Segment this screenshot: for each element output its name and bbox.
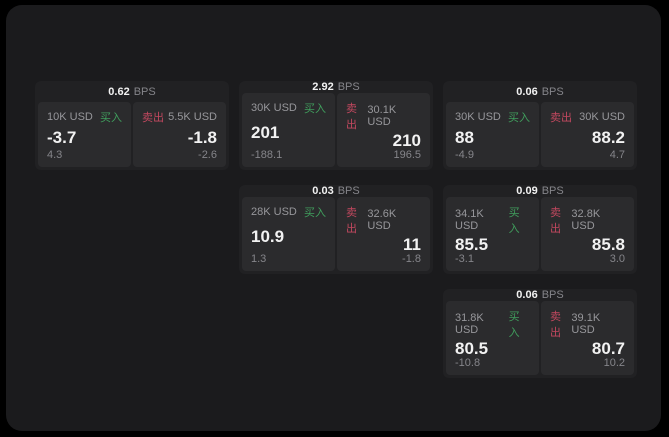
- quote-card: 0.06 BPS 31.8K USD 买入 80.5 -10.8 卖出 39.1…: [443, 289, 637, 378]
- sell-delta: -1.8: [402, 253, 421, 265]
- card-body: 10K USD 买入 -3.7 4.3 卖出 5.5K USD -1.8 -2.…: [38, 102, 226, 167]
- sell-price: 11: [403, 235, 421, 254]
- sell-price: 210: [392, 131, 421, 150]
- card-header: 0.62 BPS: [38, 81, 226, 102]
- buy-price: -3.7: [47, 127, 77, 147]
- sell-price: 88.2: [591, 127, 625, 147]
- quote-grid: 0.62 BPS 10K USD 买入 -3.7 4.3 卖出 5.5K USD: [35, 81, 637, 378]
- buy-panel[interactable]: 31.8K USD 买入 80.5 -10.8: [446, 301, 539, 375]
- sell-amount: 39.1K USD: [571, 312, 601, 336]
- buy-panel[interactable]: 30K USD 买入 88 -4.9: [446, 102, 539, 167]
- card-header: 0.09 BPS: [446, 185, 634, 197]
- card-body: 28K USD 买入 10.9 1.3 卖出 32.6K USD 11 -1.8: [242, 197, 430, 271]
- sell-price: 80.7: [591, 339, 625, 358]
- sell-delta: -2.6: [198, 149, 217, 161]
- sell-side-label: 卖出: [346, 207, 357, 235]
- sell-delta: 3.0: [609, 253, 625, 265]
- sell-panel[interactable]: 卖出 30K USD 88.2 4.7: [541, 102, 634, 167]
- buy-panel[interactable]: 10K USD 买入 -3.7 4.3: [38, 102, 131, 167]
- buy-price: 85.5: [455, 235, 489, 254]
- sell-price: -1.8: [187, 127, 217, 147]
- buy-side-label: 买入: [304, 207, 326, 219]
- buy-delta: -4.9: [455, 149, 474, 161]
- bps-value: 0.62: [108, 85, 130, 98]
- buy-price: 201: [251, 123, 280, 142]
- buy-amount: 30K USD: [455, 111, 501, 123]
- buy-side-label: 买入: [508, 207, 520, 235]
- sell-side-label: 卖出: [550, 311, 561, 339]
- bps-unit: BPS: [541, 289, 564, 301]
- buy-delta: -188.1: [251, 149, 283, 161]
- app-window: 0.62 BPS 10K USD 买入 -3.7 4.3 卖出 5.5K USD: [6, 5, 661, 431]
- buy-panel[interactable]: 34.1K USD 买入 85.5 -3.1: [446, 197, 539, 271]
- sell-amount: 32.8K USD: [571, 208, 601, 232]
- buy-amount: 10K USD: [47, 111, 93, 123]
- card-header: 2.92 BPS: [242, 81, 430, 93]
- quote-card: 0.09 BPS 34.1K USD 买入 85.5 -3.1 卖出 32.8K…: [443, 185, 637, 274]
- buy-price: 10.9: [251, 227, 285, 246]
- sell-side-label: 卖出: [142, 112, 164, 124]
- buy-delta: -3.1: [455, 253, 474, 265]
- card-body: 31.8K USD 买入 80.5 -10.8 卖出 39.1K USD 80.…: [446, 301, 634, 375]
- buy-delta: 4.3: [47, 149, 63, 161]
- bps-unit: BPS: [337, 81, 360, 93]
- bps-value: 0.03: [312, 185, 334, 197]
- buy-price: 88: [455, 127, 474, 147]
- sell-panel[interactable]: 卖出 5.5K USD -1.8 -2.6: [133, 102, 226, 167]
- sell-amount: 32.6K USD: [367, 208, 397, 232]
- bps-value: 0.09: [516, 185, 538, 197]
- buy-price: 80.5: [455, 339, 489, 358]
- buy-panel[interactable]: 28K USD 买入 10.9 1.3: [242, 197, 335, 271]
- buy-amount: 30K USD: [251, 102, 297, 114]
- card-header: 0.03 BPS: [242, 185, 430, 197]
- sell-amount: 5.5K USD: [168, 111, 217, 123]
- sell-panel[interactable]: 卖出 32.8K USD 85.8 3.0: [541, 197, 634, 271]
- sell-amount: 30.1K USD: [367, 104, 397, 128]
- sell-panel[interactable]: 卖出 32.6K USD 11 -1.8: [337, 197, 430, 271]
- bps-value: 2.92: [312, 81, 334, 93]
- buy-delta: 1.3: [251, 253, 267, 265]
- buy-side-label: 买入: [508, 112, 530, 124]
- bps-unit: BPS: [541, 85, 564, 98]
- sell-delta: 10.2: [603, 357, 625, 369]
- sell-price: 85.8: [591, 235, 625, 254]
- card-header: 0.06 BPS: [446, 81, 634, 102]
- sell-panel[interactable]: 卖出 30.1K USD 210 196.5: [337, 93, 430, 167]
- buy-amount: 34.1K USD: [455, 208, 484, 232]
- buy-side-label: 买入: [100, 112, 122, 124]
- sell-panel[interactable]: 卖出 39.1K USD 80.7 10.2: [541, 301, 634, 375]
- sell-delta: 4.7: [609, 149, 625, 161]
- buy-delta: -10.8: [455, 357, 481, 369]
- quote-card: 0.62 BPS 10K USD 买入 -3.7 4.3 卖出 5.5K USD: [35, 81, 229, 170]
- sell-amount: 30K USD: [579, 111, 625, 123]
- buy-panel[interactable]: 30K USD 买入 201 -188.1: [242, 93, 335, 167]
- buy-side-label: 买入: [304, 103, 326, 115]
- sell-side-label: 卖出: [550, 207, 561, 235]
- bps-unit: BPS: [541, 185, 564, 197]
- bps-unit: BPS: [133, 85, 156, 98]
- card-header: 0.06 BPS: [446, 289, 634, 301]
- quote-card: 2.92 BPS 30K USD 买入 201 -188.1 卖出 30.1K …: [239, 81, 433, 170]
- sell-delta: 196.5: [393, 149, 421, 161]
- bps-value: 0.06: [516, 289, 538, 301]
- quote-card: 0.03 BPS 28K USD 买入 10.9 1.3 卖出 32.6K US…: [239, 185, 433, 274]
- buy-amount: 28K USD: [251, 206, 297, 218]
- card-body: 30K USD 买入 201 -188.1 卖出 30.1K USD 210 1…: [242, 93, 430, 167]
- quote-card: 0.06 BPS 30K USD 买入 88 -4.9 卖出 30K USD: [443, 81, 637, 170]
- sell-side-label: 卖出: [550, 112, 572, 124]
- buy-amount: 31.8K USD: [455, 312, 484, 336]
- buy-side-label: 买入: [508, 311, 520, 339]
- card-body: 30K USD 买入 88 -4.9 卖出 30K USD 88.2 4.7: [446, 102, 634, 167]
- bps-unit: BPS: [337, 185, 360, 197]
- card-body: 34.1K USD 买入 85.5 -3.1 卖出 32.8K USD 85.8…: [446, 197, 634, 271]
- bps-value: 0.06: [516, 85, 538, 98]
- sell-side-label: 卖出: [346, 103, 357, 131]
